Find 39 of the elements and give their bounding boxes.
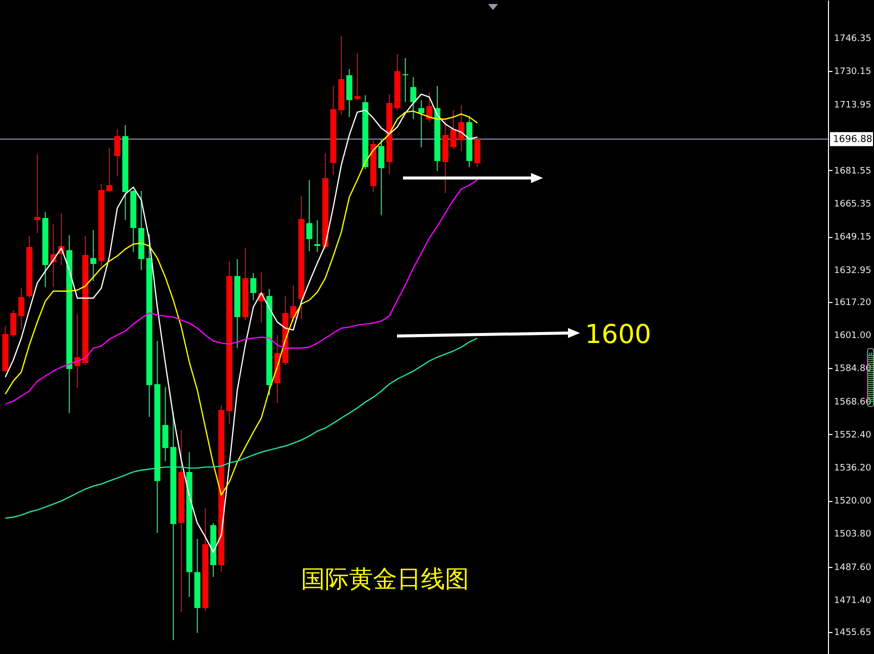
y-tick-label: 1665.35 <box>834 200 872 210</box>
line-series <box>4 338 478 519</box>
y-tick-label: 1681.55 <box>834 166 872 176</box>
candlestick <box>418 100 424 148</box>
candlestick <box>474 136 480 168</box>
y-tick-label: 1713.95 <box>834 100 872 110</box>
y-tick-label: 1632.95 <box>834 266 872 276</box>
candlestick <box>18 288 24 330</box>
candlestick <box>410 76 416 120</box>
candlestick <box>162 386 168 462</box>
candlestick <box>90 230 96 282</box>
y-tick-label: 1617.20 <box>834 298 872 308</box>
y-tick-label: 1730.15 <box>834 67 872 78</box>
text: 1600 <box>585 320 652 350</box>
candlestick <box>250 272 256 301</box>
y-tick-label: 1601.00 <box>834 331 872 342</box>
candlestick <box>354 52 360 101</box>
candlestick <box>402 58 408 103</box>
y-tick-label: 1552.40 <box>834 430 872 440</box>
candlestick <box>450 110 456 150</box>
candlestick <box>10 310 16 338</box>
y-tick-label: 1520.00 <box>834 496 872 507</box>
line-series <box>4 179 478 405</box>
ref-line-label: 1696.88 <box>833 134 872 146</box>
y-tick-label: 1536.20 <box>834 463 872 474</box>
candlestick <box>114 128 120 177</box>
candlestick <box>306 180 312 252</box>
y-tick-label: 1471.40 <box>834 596 872 606</box>
candlestick <box>378 138 384 216</box>
y-tick-label: 1649.15 <box>834 232 872 243</box>
annotation: 国际黄金日线图 <box>301 565 469 593</box>
y-tick-label: 1746.35 <box>834 34 872 44</box>
y-tick-label: 1487.60 <box>834 562 872 573</box>
y-tick-label: 1503.80 <box>834 530 872 540</box>
candlestick <box>34 154 40 234</box>
candlestick <box>458 104 464 152</box>
candlestick <box>314 220 320 253</box>
candlestick <box>106 148 112 193</box>
y-tick-label: 1455.65 <box>834 628 872 638</box>
